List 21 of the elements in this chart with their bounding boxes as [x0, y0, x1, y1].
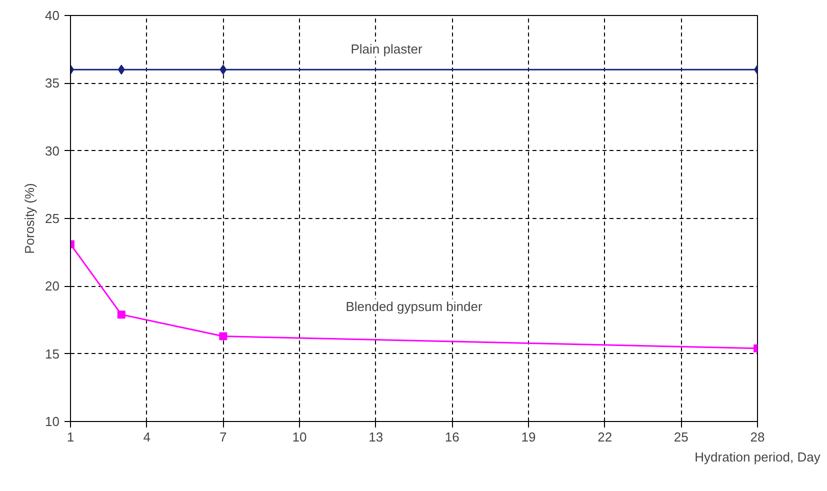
y-tick-label: 25	[45, 211, 60, 226]
y-tick-label: 20	[45, 278, 60, 294]
x-tick-label: 1	[66, 430, 74, 444]
annotation: Plain plaster	[350, 42, 423, 57]
x-tick-label: 10	[292, 430, 307, 444]
y-tick-label: 15	[45, 346, 60, 362]
x-tick-label: 22	[598, 430, 612, 444]
x-tick-label: 28	[750, 430, 765, 444]
x-tick-label: 19	[521, 430, 536, 444]
y-axis-title: Porosity (%)	[22, 183, 38, 254]
y-tick-label: 30	[45, 143, 60, 158]
y-tick-label: 40	[45, 8, 60, 23]
x-tick-label: 13	[368, 430, 384, 444]
x-tick-label: 25	[674, 430, 688, 444]
x-axis-title: Hydration period, Day	[694, 450, 821, 464]
x-tick-label: 16	[444, 430, 460, 444]
x-tick-label: 7	[220, 430, 227, 444]
y-tick-label: 35	[45, 76, 60, 91]
annotation: Blended gypsum binder	[346, 299, 483, 314]
y-tick-label: 10	[45, 414, 60, 429]
x-tick-label: 4	[143, 430, 150, 444]
